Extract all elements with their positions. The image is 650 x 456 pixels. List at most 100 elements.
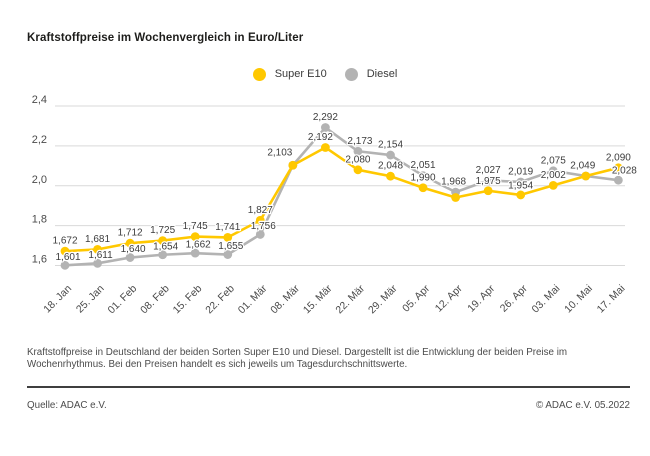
- data-point-super-e10: [288, 160, 298, 170]
- data-point-diesel: [386, 150, 395, 160]
- data-point-super-e10: [483, 186, 493, 196]
- point-label-super-e10: 1,975: [476, 176, 501, 187]
- data-point-diesel: [548, 166, 558, 176]
- point-label-diesel: 1,662: [186, 240, 211, 251]
- point-label-super-e10: 1,827: [248, 205, 273, 216]
- x-axis-tick: 01. Feb: [106, 283, 140, 317]
- data-point-super-e10: [451, 193, 460, 202]
- x-axis-tick: 25. Jan: [74, 283, 107, 316]
- data-point-diesel: [353, 146, 363, 156]
- y-axis-tick: 2,4: [32, 94, 47, 106]
- footer-row: Quelle: ADAC e.V. © ADAC e.V. 05.2022: [27, 400, 630, 411]
- point-label-super-e10: 2,090: [606, 152, 631, 163]
- data-point-diesel: [613, 175, 623, 185]
- point-label-diesel: 2,027: [476, 165, 501, 176]
- x-axis-tick: 26. Apr: [498, 282, 530, 314]
- data-point-super-e10: [190, 232, 200, 242]
- point-label-super-e10: 2,002: [541, 170, 566, 181]
- y-axis-tick: 1,6: [32, 254, 47, 266]
- data-point-super-e10: [353, 165, 363, 175]
- source-text: Quelle: ADAC e.V.: [27, 400, 107, 411]
- point-label-super-e10: 1,990: [411, 172, 436, 183]
- point-label-diesel: 2,075: [541, 155, 566, 166]
- data-point-diesel: [93, 258, 102, 268]
- data-point-diesel: [418, 171, 428, 180]
- point-label-diesel: 1,601: [55, 252, 80, 263]
- y-axis-tick: 2,0: [32, 174, 47, 186]
- x-axis-tick: 17. Mai: [595, 283, 628, 316]
- y-axis-tick: 1,8: [32, 214, 47, 226]
- point-label-diesel: 1,756: [251, 221, 276, 232]
- data-point-diesel: [516, 177, 526, 187]
- chart-footnote: Kraftstoffpreise in Deutschland der beid…: [27, 347, 568, 370]
- x-axis-tick: 10. Mai: [562, 283, 595, 316]
- legend-label-super-e10: Super E10: [274, 68, 327, 80]
- copyright-text: © ADAC e.V. 05.2022: [535, 400, 630, 411]
- data-point-diesel: [255, 230, 265, 239]
- point-label-diesel: 2,173: [347, 136, 372, 147]
- point-label-diesel: 1,611: [88, 250, 113, 261]
- point-label-diesel: 1,655: [218, 241, 243, 252]
- data-point-diesel: [190, 248, 200, 258]
- data-point-diesel: [483, 175, 493, 185]
- x-axis-tick: 08. Mär: [268, 282, 302, 316]
- x-axis-tick: 19. Apr: [465, 282, 497, 314]
- point-label-super-e10: 2,192: [308, 132, 333, 143]
- data-point-diesel: [60, 260, 70, 270]
- chart-title: Kraftstoffpreise im Wochenvergleich in E…: [27, 32, 304, 44]
- x-axis-tick: 08. Feb: [138, 283, 172, 317]
- point-label-diesel: 2,019: [508, 166, 533, 177]
- legend-item-super-e10: Super E10: [252, 67, 327, 81]
- point-label-super-e10: 2,103: [267, 148, 292, 159]
- x-axis-tick: 15. Mär: [301, 282, 335, 316]
- data-point-super-e10: [548, 180, 558, 190]
- data-point-super-e10: [93, 244, 102, 254]
- point-label-diesel: 1,640: [121, 244, 146, 255]
- diesel-dot-icon: [344, 67, 358, 81]
- data-point-super-e10: [125, 238, 135, 248]
- point-label-super-e10: 1,745: [183, 221, 208, 232]
- series-line-super-e10: [64, 146, 619, 253]
- point-label-super-e10: 1,725: [150, 225, 175, 236]
- data-point-super-e10: [158, 236, 168, 245]
- x-axis-tick: 22. Mär: [333, 282, 367, 316]
- data-point-super-e10: [321, 143, 330, 152]
- point-label-super-e10: 1,672: [52, 236, 77, 247]
- point-label-diesel: 2,292: [313, 112, 338, 123]
- x-axis-tick: 18. Jan: [41, 283, 74, 316]
- footer-divider: [27, 386, 630, 388]
- data-point-super-e10: [223, 233, 233, 242]
- data-point-diesel: [158, 250, 168, 260]
- point-label-diesel: 1,654: [153, 241, 178, 252]
- point-label-super-e10: 2,080: [345, 154, 370, 165]
- y-axis-tick: 2,2: [32, 134, 47, 146]
- point-label-diesel: 2,049: [570, 160, 595, 171]
- super-e10-dot-icon: [252, 67, 266, 81]
- data-point-super-e10: [386, 171, 395, 181]
- x-axis-tick: 05. Apr: [400, 282, 432, 314]
- point-label-super-e10: 1,741: [215, 222, 240, 233]
- x-axis-tick: 22. Feb: [203, 283, 237, 317]
- data-point-super-e10: [516, 190, 526, 200]
- legend-item-diesel: Diesel: [344, 67, 398, 81]
- chart-legend: Super E10 Diesel: [0, 65, 650, 83]
- point-label-super-e10: 2,048: [378, 161, 403, 172]
- point-label-super-e10: 1,712: [118, 228, 143, 239]
- data-point-super-e10: [60, 246, 70, 256]
- x-axis-tick: 15. Feb: [171, 283, 205, 317]
- data-point-diesel: [321, 123, 330, 132]
- data-point-diesel: [125, 253, 135, 262]
- data-point-super-e10: [255, 215, 265, 225]
- point-label-diesel: 2,028: [612, 166, 637, 177]
- data-point-diesel: [223, 250, 233, 259]
- data-point-super-e10: [418, 183, 428, 193]
- data-point-super-e10: [613, 163, 623, 173]
- series-line-diesel: [64, 126, 619, 267]
- data-point-super-e10: [581, 171, 591, 181]
- point-label-diesel: 2,051: [411, 160, 436, 171]
- x-axis-tick: 12. Apr: [433, 282, 465, 314]
- legend-label-diesel: Diesel: [366, 68, 398, 80]
- point-label-diesel: 1,968: [441, 177, 466, 188]
